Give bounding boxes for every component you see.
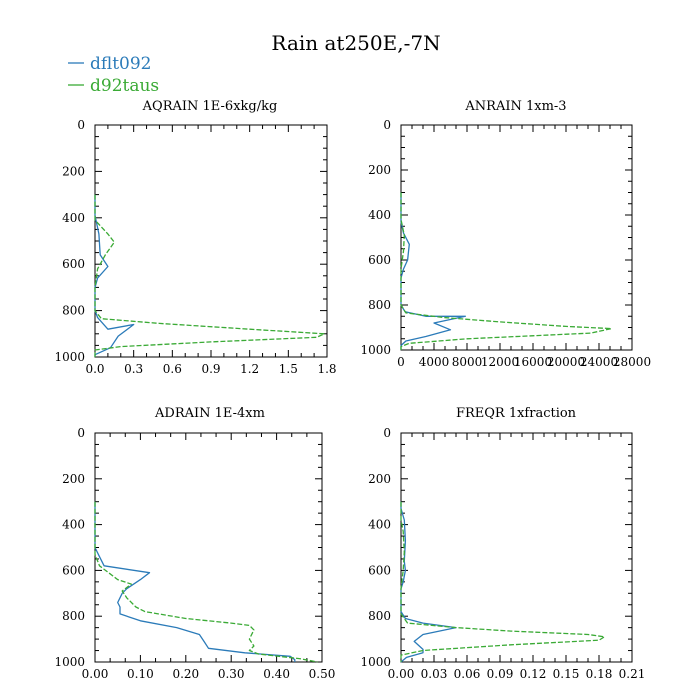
x-tick-label: 0.3 [124, 362, 143, 376]
x-tick-label: 0.15 [553, 667, 580, 681]
panel-title: ANRAIN 1xm-3 [464, 99, 566, 114]
x-tick-label: 0.06 [454, 667, 481, 681]
panel-freqr: FREQR 1xfraction 0.00 0.03 0.06 0.09 0.12 0.1… [360, 406, 645, 681]
y-tick-label: 0 [77, 426, 85, 440]
series-line-d92taus [94, 194, 326, 357]
y-tick-label: 400 [62, 518, 85, 532]
y-tick-label: 200 [62, 164, 85, 178]
y-tick-label: 200 [368, 472, 391, 486]
plot-frame [94, 432, 323, 663]
y-tick-label: 800 [368, 298, 391, 312]
x-tick-label: 1.2 [240, 362, 259, 376]
series-line-dflt092 [94, 194, 135, 357]
y-tick-label: 600 [368, 253, 391, 267]
x-tick-label: 0.20 [172, 667, 199, 681]
y-tick-label: 1000 [54, 655, 85, 669]
x-tick-label: 0.9 [201, 362, 220, 376]
panel-aqrain: AQRAIN 1E-6xkg/kg 0.0 0.3 0.6 0.9 1.2 1.5 1.8 0… [54, 99, 336, 376]
x-tick-label: 1.8 [317, 362, 336, 376]
y-tick-label: 600 [62, 563, 85, 577]
y-tick-label: 800 [62, 304, 85, 318]
x-tick-label: 24000 [580, 355, 618, 369]
y-tick-label: 0 [77, 118, 85, 132]
panel-anrain: ANRAIN 1xm-3 0 4000 8000120001600020000240… [360, 99, 651, 369]
y-tick-label: 200 [368, 163, 391, 177]
y-tick-label: 400 [368, 208, 391, 222]
x-tick-label: 0.09 [487, 667, 514, 681]
series-line-dflt092 [94, 501, 296, 662]
x-tick-label: 0.0 [85, 362, 104, 376]
y-tick-label: 400 [368, 518, 391, 532]
panel-title: ADRAIN 1E-4xm [154, 406, 265, 421]
series-line-d92taus [400, 501, 606, 662]
x-tick-label: 12000 [481, 355, 519, 369]
y-tick-label: 600 [62, 257, 85, 271]
series-line-d92taus [94, 501, 318, 663]
x-tick-label: 0.00 [82, 667, 109, 681]
x-tick-label: 0.30 [218, 667, 245, 681]
x-tick-label: 0.10 [127, 667, 154, 681]
panel-title: FREQR 1xfraction [456, 406, 577, 421]
plot-frame [94, 124, 328, 358]
panel-adrain: ADRAIN 1E-4xm 0.00 0.10 0.20 0.30 0.40 0.50 0 2… [54, 406, 335, 681]
panel-title: AQRAIN 1E-6xkg/kg [142, 99, 278, 114]
y-tick-label: 1000 [54, 350, 85, 364]
y-tick-label: 0 [383, 118, 391, 132]
y-tick-label: 600 [368, 563, 391, 577]
x-tick-label: 0.21 [619, 667, 646, 681]
figure-title: Rain at250E,-7N [271, 31, 440, 55]
x-tick-label: 20000 [547, 355, 585, 369]
x-tick-label: 0 [397, 355, 405, 369]
x-tick-label: 28000 [613, 355, 651, 369]
legend-label-dflt092: dflt092 [90, 54, 152, 74]
y-tick-label: 800 [62, 609, 85, 623]
x-tick-label: 0.6 [163, 362, 182, 376]
series-line-d92taus [400, 192, 613, 350]
x-tick-label: 4000 [419, 355, 450, 369]
y-tick-label: 0 [383, 426, 391, 440]
x-tick-label: 0.18 [586, 667, 613, 681]
y-tick-label: 1000 [360, 655, 391, 669]
x-tick-label: 16000 [514, 355, 552, 369]
series-line-dflt092 [400, 192, 467, 350]
legend: dflt092 d92taus [68, 54, 159, 96]
y-tick-label: 400 [62, 211, 85, 225]
y-tick-label: 1000 [360, 343, 391, 357]
x-tick-label: 0.50 [309, 667, 336, 681]
x-tick-label: 0.03 [421, 667, 448, 681]
legend-label-d92taus: d92taus [90, 76, 159, 96]
x-tick-label: 0.40 [263, 667, 290, 681]
plot-frame [400, 432, 633, 663]
x-tick-label: 0.00 [388, 667, 415, 681]
series-line-dflt092 [400, 501, 457, 663]
y-tick-label: 200 [62, 472, 85, 486]
x-tick-label: 1.5 [279, 362, 298, 376]
x-tick-label: 0.12 [520, 667, 547, 681]
x-tick-label: 8000 [452, 355, 483, 369]
y-tick-label: 800 [368, 609, 391, 623]
